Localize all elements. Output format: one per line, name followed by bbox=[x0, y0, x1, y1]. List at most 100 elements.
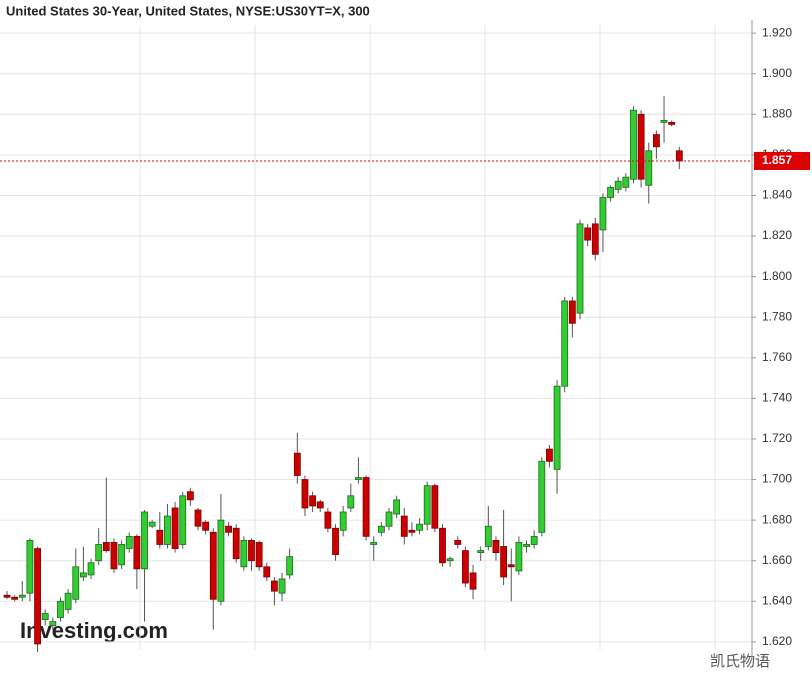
candle-body bbox=[523, 544, 530, 547]
candle-body bbox=[232, 527, 240, 560]
candle-body bbox=[561, 300, 569, 387]
candle-body bbox=[446, 558, 454, 562]
caption: 凯氏物语 bbox=[710, 653, 770, 670]
y-tick-label: 1.880 bbox=[762, 106, 792, 120]
candle-body bbox=[423, 485, 431, 525]
candle-body bbox=[301, 479, 309, 509]
candle-body bbox=[599, 197, 607, 231]
y-tick-label: 1.920 bbox=[762, 25, 792, 39]
candle-body bbox=[355, 477, 362, 480]
y-tick-label: 1.660 bbox=[762, 553, 792, 567]
candle-body bbox=[668, 122, 676, 125]
candle-body bbox=[110, 542, 118, 570]
candle-body bbox=[416, 523, 423, 531]
candle-body bbox=[377, 525, 385, 533]
y-tick-label: 1.640 bbox=[762, 593, 792, 607]
candle-body bbox=[469, 572, 477, 590]
candle-body bbox=[324, 511, 332, 529]
candle-body bbox=[41, 613, 49, 620]
candle-body bbox=[102, 542, 110, 551]
candle-body bbox=[576, 223, 584, 314]
candle-body bbox=[87, 562, 95, 576]
y-tick-label: 1.760 bbox=[762, 350, 792, 364]
y-tick-label: 1.900 bbox=[762, 66, 792, 80]
candle-body bbox=[248, 540, 255, 562]
candle-body bbox=[492, 540, 500, 553]
candle-body bbox=[515, 542, 523, 572]
candle-body bbox=[347, 495, 355, 509]
candle-body bbox=[263, 566, 271, 578]
candle-body bbox=[11, 596, 19, 600]
candle-body bbox=[95, 544, 103, 562]
candle-body bbox=[209, 531, 217, 600]
y-tick-label: 1.840 bbox=[762, 188, 792, 202]
candle-body bbox=[286, 556, 294, 576]
candle-body bbox=[637, 113, 645, 180]
candle-body bbox=[34, 548, 41, 645]
candle-body bbox=[477, 550, 485, 553]
candle-body bbox=[546, 448, 553, 462]
candle-body bbox=[653, 134, 660, 148]
candle-body bbox=[370, 542, 378, 545]
y-tick-label: 1.780 bbox=[762, 309, 792, 323]
candle-body bbox=[645, 150, 653, 186]
y-tick-label: 1.720 bbox=[762, 431, 792, 445]
candle-body bbox=[240, 540, 248, 568]
candle-body bbox=[255, 542, 263, 568]
last-price-label: 1.857 bbox=[762, 153, 792, 167]
y-tick-label: 1.820 bbox=[762, 228, 792, 242]
candle-body bbox=[622, 176, 630, 188]
candle-body bbox=[293, 452, 301, 476]
candle-body bbox=[26, 540, 34, 594]
candle-body bbox=[500, 546, 508, 578]
candle-body bbox=[171, 507, 179, 549]
candle-body bbox=[607, 186, 614, 198]
y-tick-label: 1.740 bbox=[762, 391, 792, 405]
candle-body bbox=[164, 515, 171, 545]
candle-body bbox=[439, 527, 446, 564]
chart-title: United States 30-Year, United States, NY… bbox=[6, 3, 370, 18]
candle-body bbox=[553, 385, 561, 470]
plot: 1.620 1.640 1.660 1.680 1.700 1.720 1.740 1.760… bbox=[0, 20, 810, 660]
candle-body bbox=[431, 485, 439, 529]
candle-body bbox=[393, 499, 401, 515]
y-tick-label: 1.700 bbox=[762, 472, 792, 486]
candle-body bbox=[179, 495, 187, 545]
candle-body bbox=[49, 621, 57, 627]
candle-body bbox=[148, 521, 156, 527]
candle-body bbox=[675, 150, 683, 162]
candle-body bbox=[400, 515, 408, 537]
candle-body bbox=[660, 119, 668, 123]
candle-body bbox=[72, 566, 80, 600]
candle-body bbox=[614, 180, 622, 190]
candle-body bbox=[270, 580, 278, 592]
y-tick-label: 1.800 bbox=[762, 269, 792, 283]
candle-body bbox=[385, 511, 393, 527]
candle-body bbox=[194, 509, 202, 527]
candle-body bbox=[454, 540, 462, 545]
candle-body bbox=[186, 491, 194, 501]
candle-body bbox=[125, 535, 133, 549]
candle-body bbox=[538, 460, 546, 533]
last-price-box bbox=[754, 151, 810, 170]
candle-body bbox=[507, 564, 515, 568]
candle-body bbox=[217, 519, 225, 602]
candle-body bbox=[118, 544, 125, 566]
candle-body bbox=[484, 525, 492, 547]
candle-body bbox=[530, 535, 538, 545]
candle-body bbox=[584, 227, 592, 241]
candle-body bbox=[332, 527, 339, 556]
candle-body bbox=[339, 511, 347, 531]
candle-body bbox=[568, 300, 576, 324]
candle-body bbox=[133, 535, 141, 570]
candle-body bbox=[202, 521, 210, 531]
candle-body bbox=[591, 223, 599, 255]
candle-body bbox=[316, 501, 324, 509]
candle-body bbox=[141, 511, 148, 570]
candle-body bbox=[278, 578, 286, 594]
candle-body bbox=[156, 529, 164, 545]
candle-body bbox=[362, 477, 370, 537]
candle-body bbox=[309, 495, 317, 507]
candle-body bbox=[225, 525, 232, 533]
candle-body bbox=[80, 572, 87, 578]
